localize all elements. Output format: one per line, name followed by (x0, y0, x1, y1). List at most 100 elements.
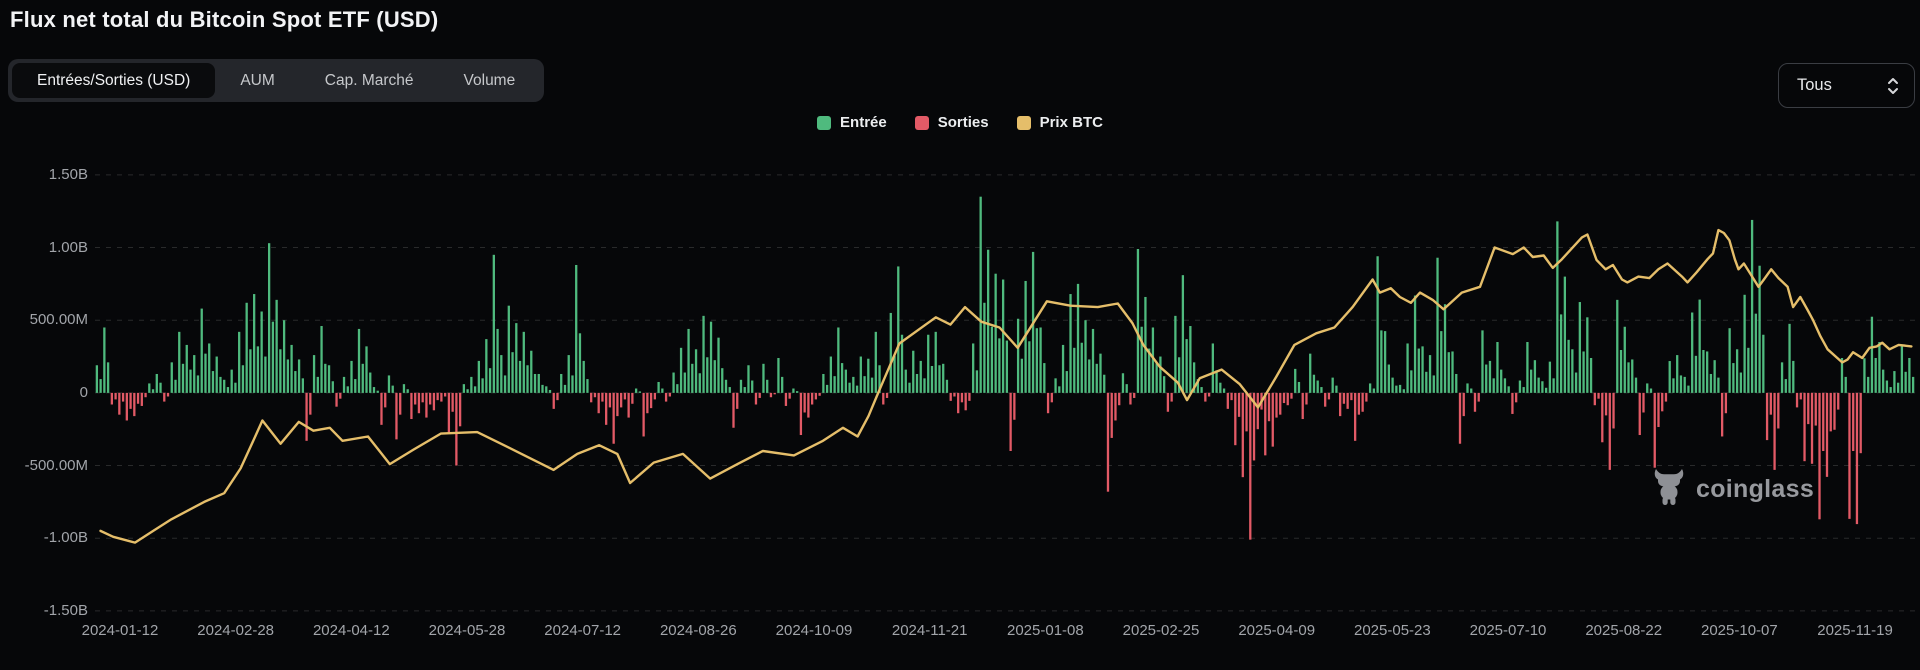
flow-bar[interactable] (1735, 349, 1739, 393)
flow-bar[interactable] (241, 365, 245, 393)
flow-bar[interactable] (1185, 339, 1188, 393)
flow-bar[interactable] (316, 376, 319, 393)
flow-bar[interactable] (657, 381, 660, 393)
flow-bar[interactable] (492, 254, 495, 393)
flow-bar[interactable] (1324, 392, 1327, 407)
flow-bar[interactable] (1601, 392, 1604, 443)
flow-bar[interactable] (260, 311, 263, 393)
flow-bar[interactable] (721, 368, 724, 393)
flow-bar[interactable] (230, 369, 233, 393)
flow-bar[interactable] (518, 360, 522, 393)
flow-bar[interactable] (1286, 392, 1289, 406)
flow-bar[interactable] (1488, 360, 1492, 393)
flow-bar[interactable] (1769, 392, 1772, 415)
flow-bar[interactable] (1515, 392, 1518, 403)
flow-bar[interactable] (253, 294, 256, 393)
flow-bar[interactable] (1784, 379, 1787, 393)
flow-bar[interactable] (1687, 385, 1690, 393)
flow-bar[interactable] (1559, 314, 1563, 393)
flow-bar[interactable] (1518, 380, 1522, 393)
legend-item-entree[interactable]: Entrée (817, 114, 887, 131)
flow-bar[interactable] (1728, 328, 1731, 393)
flow-bar[interactable] (103, 327, 106, 393)
flow-bar[interactable] (357, 328, 361, 393)
flow-bar[interactable] (193, 355, 196, 393)
flow-bar[interactable] (1807, 392, 1810, 425)
flow-bar[interactable] (687, 328, 690, 393)
flow-bar[interactable] (1885, 380, 1889, 393)
flow-bar[interactable] (1485, 364, 1488, 393)
flow-bar[interactable] (1840, 357, 1844, 393)
flow-bar[interactable] (1215, 370, 1218, 393)
flow-bar[interactable] (447, 392, 451, 434)
flow-bar[interactable] (1327, 392, 1331, 400)
flow-bar[interactable] (365, 346, 368, 393)
flow-bar[interactable] (297, 359, 301, 393)
flow-bar[interactable] (882, 392, 885, 405)
flow-bar[interactable] (1870, 316, 1874, 393)
flow-bar[interactable] (683, 372, 686, 393)
flow-bar[interactable] (1425, 371, 1428, 393)
flow-bar[interactable] (807, 392, 810, 418)
flow-bar[interactable] (196, 375, 200, 393)
flow-bar[interactable] (567, 355, 570, 393)
flow-bar[interactable] (612, 392, 615, 444)
flow-bar[interactable] (125, 392, 128, 421)
flow-bar[interactable] (1724, 392, 1728, 414)
flow-bar[interactable] (979, 196, 982, 393)
flow-bar[interactable] (1016, 318, 1020, 393)
tab-entrees-sorties[interactable]: Entrées/Sorties (USD) (12, 63, 216, 98)
flow-bar[interactable] (1440, 331, 1443, 393)
flow-bar[interactable] (1230, 392, 1233, 401)
flow-bar[interactable] (223, 379, 226, 393)
flow-bar[interactable] (1148, 348, 1151, 393)
flow-bar[interactable] (286, 359, 290, 393)
flow-bar[interactable] (473, 386, 477, 393)
flow-bar[interactable] (275, 299, 278, 393)
flow-bar[interactable] (1368, 383, 1372, 393)
flow-bar[interactable] (1720, 392, 1724, 437)
flow-bar[interactable] (155, 373, 158, 393)
flow-bar[interactable] (1402, 389, 1405, 393)
flow-bar[interactable] (1795, 392, 1799, 408)
flow-bar[interactable] (462, 384, 466, 393)
flow-bar[interactable] (1777, 392, 1780, 429)
flow-bar[interactable] (1533, 360, 1537, 393)
flow-bar[interactable] (174, 379, 177, 393)
flow-bar[interactable] (1470, 388, 1473, 393)
flow-bar[interactable] (372, 387, 376, 393)
flow-bar[interactable] (1803, 392, 1806, 462)
flow-bar[interactable] (1627, 362, 1630, 393)
flow-bar[interactable] (863, 376, 866, 393)
flow-bar[interactable] (342, 376, 346, 393)
flow-bar[interactable] (754, 392, 758, 405)
flow-bar[interactable] (1387, 364, 1390, 393)
flow-bar[interactable] (1342, 392, 1346, 404)
flow-bar[interactable] (114, 392, 117, 400)
flow-bar[interactable] (1357, 392, 1361, 415)
flow-bar[interactable] (354, 379, 357, 393)
flow-bar[interactable] (200, 308, 203, 393)
flow-bar[interactable] (1151, 327, 1155, 393)
flow-bar[interactable] (500, 355, 503, 393)
flow-bar[interactable] (556, 392, 559, 401)
flow-bar[interactable] (1365, 392, 1368, 402)
flow-bar[interactable] (1754, 313, 1757, 393)
tab-aum[interactable]: AUM (240, 71, 275, 89)
flow-bar[interactable] (1818, 392, 1821, 520)
flow-bar[interactable] (1080, 342, 1083, 393)
flow-bar[interactable] (1297, 381, 1301, 393)
flow-bar[interactable] (1432, 375, 1435, 393)
flow-bar[interactable] (1732, 363, 1735, 393)
flow-bar[interactable] (691, 363, 694, 393)
flow-bar[interactable] (593, 392, 597, 398)
flow-bar[interactable] (784, 392, 788, 406)
flow-bar[interactable] (429, 392, 432, 405)
flow-bar[interactable] (1346, 392, 1349, 409)
btc-price-line[interactable] (99, 228, 1913, 544)
flow-bar[interactable] (620, 392, 623, 408)
flow-bar[interactable] (1050, 392, 1053, 403)
flow-bar[interactable] (676, 384, 679, 393)
flow-bar[interactable] (1653, 392, 1656, 468)
flow-bar[interactable] (1421, 346, 1424, 393)
